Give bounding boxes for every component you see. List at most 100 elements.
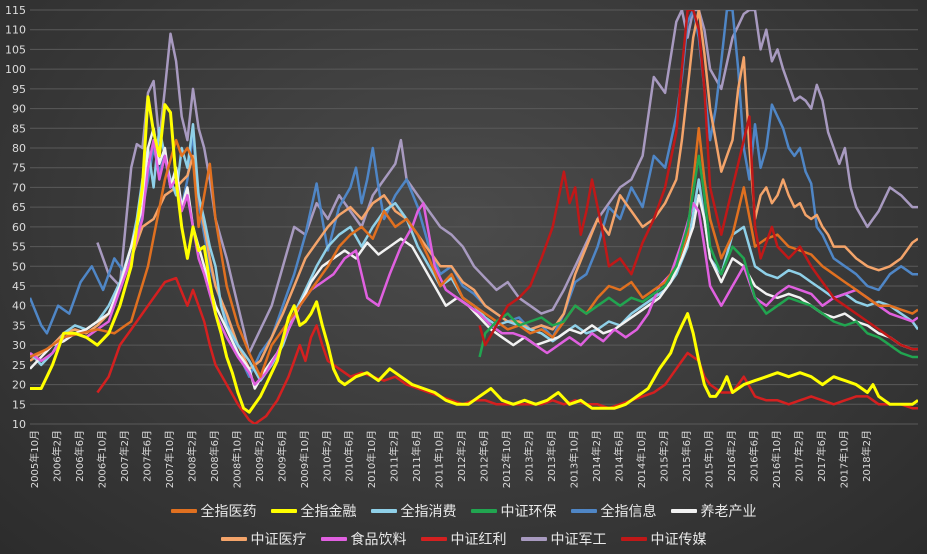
x-tick-label: 2015年10月 (702, 430, 715, 488)
legend-label: 中证传媒 (650, 532, 707, 548)
legend-label: 全指医药 (200, 504, 257, 520)
legend-swatch (420, 537, 447, 541)
legend-swatch (220, 537, 247, 541)
series-line (30, 127, 918, 378)
series-line (30, 127, 918, 390)
legend-item: 全指医药 (170, 501, 257, 521)
x-tick-label: 2006年2月 (50, 430, 63, 482)
series-line (478, 10, 918, 351)
x-tick-label: 2011年6月 (410, 430, 423, 482)
x-tick-label: 2017年10月 (837, 430, 850, 488)
legend-swatch (470, 509, 497, 513)
legend-swatch (520, 537, 547, 541)
x-tick-label: 2006年10月 (95, 430, 108, 488)
x-tick-label: 2007年10月 (163, 430, 176, 488)
x-tick-label: 2011年2月 (388, 430, 401, 482)
x-tick-label: 2011年10月 (433, 430, 446, 488)
legend-swatch (370, 509, 397, 513)
y-tick-label: 110 (5, 24, 26, 37)
x-tick-label: 2013年6月 (545, 430, 558, 482)
x-tick-label: 2010年10月 (365, 430, 378, 488)
legend-swatch (620, 537, 647, 541)
legend-item: 中证红利 (420, 529, 507, 549)
y-tick-label: 50 (12, 260, 26, 273)
legend-item: 中证医疗 (220, 529, 307, 549)
x-tick-label: 2007年6月 (140, 430, 153, 482)
y-tick-label: 65 (12, 201, 26, 214)
y-tick-label: 30 (12, 339, 26, 352)
legend-swatch (170, 509, 197, 513)
y-tick-label: 60 (12, 221, 26, 234)
series-line (96, 10, 918, 355)
x-tick-label: 2010年2月 (320, 430, 333, 482)
x-tick-label: 2018年2月 (860, 430, 873, 482)
legend-swatch (570, 509, 597, 513)
x-tick-label: 2009年2月 (253, 430, 266, 482)
y-tick-label: 45 (12, 280, 26, 293)
y-tick-label: 100 (5, 63, 26, 76)
y-tick-label: 85 (12, 122, 26, 135)
y-tick-label: 95 (12, 83, 26, 96)
x-tick-label: 2017年2月 (792, 430, 805, 482)
legend-row-2: 中证医疗 食品饮料 中证红利 中证军工 中证传媒 (0, 525, 927, 553)
x-axis-ticks: 2005年10月 2006年2月 2006年6月 2006年10月 2007年2月 200… (28, 430, 873, 488)
y-tick-label: 35 (12, 319, 26, 332)
x-tick-label: 2013年10月 (568, 430, 581, 488)
x-tick-label: 2008年6月 (208, 430, 221, 482)
x-tick-label: 2012年2月 (455, 430, 468, 482)
y-tick-label: 15 (12, 398, 26, 411)
legend-label: 养老产业 (700, 504, 757, 520)
legend-label: 中证军工 (550, 532, 607, 548)
y-axis-ticks: 10 15 20 25 30 35 40 45 50 55 60 65 70 75 80 85 90 95 100 1… (5, 4, 26, 431)
x-tick-label: 2016年2月 (725, 430, 738, 482)
y-tick-label: 75 (12, 162, 26, 175)
x-tick-label: 2005年10月 (28, 430, 41, 488)
x-tick-label: 2014年6月 (613, 430, 626, 482)
legend-item: 中证环保 (470, 501, 557, 521)
legend: 全指医药 全指金融 全指消费 中证环保 全指信息 养老产业 中证医疗 食品饮料 … (0, 497, 927, 553)
y-tick-label: 25 (12, 359, 26, 372)
legend-label: 中证环保 (500, 504, 557, 520)
x-tick-label: 2007年2月 (118, 430, 131, 482)
legend-label: 食品饮料 (350, 532, 407, 548)
y-tick-label: 115 (5, 4, 26, 17)
y-tick-label: 55 (12, 241, 26, 254)
legend-swatch (670, 509, 697, 513)
legend-item: 中证传媒 (620, 529, 707, 549)
x-tick-label: 2012年6月 (478, 430, 491, 482)
legend-label: 中证医疗 (250, 532, 307, 548)
y-tick-label: 70 (12, 181, 26, 194)
legend-label: 中证红利 (450, 532, 507, 548)
legend-item: 食品饮料 (320, 529, 407, 549)
legend-item: 养老产业 (670, 501, 757, 521)
series-line (478, 154, 918, 359)
legend-item: 中证军工 (520, 529, 607, 549)
y-tick-label: 20 (12, 379, 26, 392)
y-tick-label: 90 (12, 103, 26, 116)
x-tick-label: 2016年10月 (770, 430, 783, 488)
x-tick-label: 2012年10月 (500, 430, 513, 488)
x-tick-label: 2013年2月 (523, 430, 536, 482)
y-tick-label: 80 (12, 142, 26, 155)
series-lines (30, 10, 918, 424)
x-tick-label: 2015年6月 (680, 430, 693, 482)
x-tick-label: 2014年2月 (590, 430, 603, 482)
x-tick-label: 2017年6月 (815, 430, 828, 482)
legend-swatch (320, 537, 347, 541)
x-tick-label: 2014年10月 (635, 430, 648, 488)
legend-label: 全指信息 (600, 504, 657, 520)
series-line (96, 276, 918, 424)
legend-item: 全指金融 (270, 501, 357, 521)
x-tick-label: 2008年10月 (230, 430, 243, 488)
x-tick-label: 2016年6月 (747, 430, 760, 482)
y-tick-label: 105 (5, 43, 26, 56)
x-tick-label: 2006年6月 (73, 430, 86, 482)
legend-item: 全指消费 (370, 501, 457, 521)
legend-row-1: 全指医药 全指金融 全指消费 中证环保 全指信息 养老产业 (0, 497, 927, 525)
x-tick-label: 2009年10月 (298, 430, 311, 488)
legend-swatch (270, 509, 297, 513)
x-tick-label: 2008年2月 (185, 430, 198, 482)
x-tick-label: 2010年6月 (343, 430, 356, 482)
legend-label: 全指金融 (300, 504, 357, 520)
y-tick-label: 40 (12, 300, 26, 313)
